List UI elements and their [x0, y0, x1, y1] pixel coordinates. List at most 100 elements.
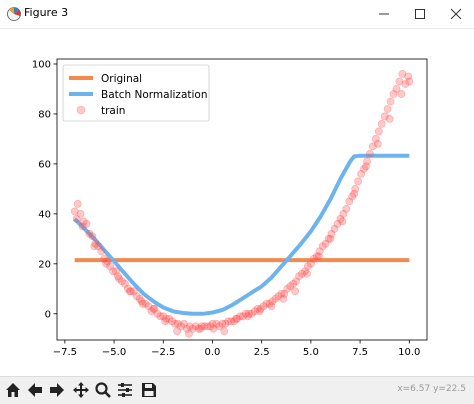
train-point	[383, 105, 392, 113]
train-point	[277, 289, 286, 298]
train-point	[215, 322, 224, 331]
train-point	[182, 324, 191, 333]
train-point	[72, 214, 81, 223]
configure-subplots-button[interactable]	[114, 379, 136, 401]
train-point	[389, 90, 398, 98]
y-tick-label: 20	[38, 259, 51, 270]
y-tick-label: 80	[38, 110, 51, 121]
train-point	[303, 262, 312, 271]
train-point	[318, 242, 327, 251]
legend-label-batch-normalization: Batch Normalization	[101, 89, 208, 101]
train-point	[342, 204, 351, 213]
minimize-icon	[379, 13, 389, 15]
train-point	[397, 90, 406, 98]
train-point	[348, 192, 357, 201]
pan-button[interactable]	[70, 379, 92, 401]
train-point	[259, 302, 268, 311]
train-point	[150, 304, 159, 313]
train-point	[91, 239, 100, 248]
train-point	[314, 252, 323, 261]
legend-label-original: Original	[101, 73, 142, 85]
train-point	[255, 307, 264, 316]
train-point	[365, 149, 374, 158]
train-point	[184, 329, 193, 338]
train-point	[179, 319, 188, 328]
train-point	[292, 277, 300, 286]
train-point	[221, 319, 230, 328]
train-point	[405, 77, 414, 86]
window-title: Figure 3	[24, 6, 69, 19]
train-point	[209, 324, 218, 333]
train-point	[395, 77, 404, 86]
close-icon	[450, 8, 462, 20]
train-point	[333, 219, 342, 228]
train-point	[156, 312, 165, 321]
home-button[interactable]	[2, 379, 24, 401]
close-button[interactable]	[438, 0, 474, 28]
pan-icon	[73, 382, 89, 398]
train-point	[85, 229, 94, 238]
maximize-icon	[415, 9, 425, 19]
x-tick-label: −5.0	[102, 347, 126, 358]
train-point	[274, 292, 283, 301]
axes-frame	[56, 58, 428, 341]
x-tick-label: 0.0	[205, 347, 221, 358]
back-icon	[28, 383, 42, 397]
train-point	[165, 314, 174, 323]
back-button[interactable]	[24, 379, 46, 401]
train-point	[141, 299, 150, 308]
train-point	[112, 267, 120, 276]
configure-subplots-icon	[118, 383, 132, 397]
figure-canvas[interactable]: −7.5 −5.0 −2.5 0.0 2.5 5.0 7.5 10.0 0 20 40 60 80 100…	[0, 29, 474, 375]
train-point	[135, 294, 144, 303]
train-point	[218, 319, 227, 328]
x-tick-label: 5.0	[303, 347, 319, 358]
maximize-button[interactable]	[402, 0, 438, 28]
train-point	[271, 294, 280, 303]
train-point	[121, 279, 129, 288]
train-point	[124, 284, 132, 293]
train-point	[185, 322, 194, 331]
train-point	[173, 327, 181, 336]
train-point	[326, 234, 335, 243]
train-point	[371, 134, 380, 143]
train-point	[126, 287, 135, 296]
train-point	[256, 304, 265, 313]
navigation-toolbar: x=6.57 y=22.5	[0, 376, 474, 404]
train-point	[197, 322, 206, 331]
train-point	[153, 309, 162, 318]
train-point	[243, 312, 252, 321]
train-point	[360, 164, 368, 173]
train-point	[162, 314, 171, 323]
train-point	[357, 169, 365, 178]
train-point	[174, 319, 182, 328]
train-point	[377, 120, 386, 128]
train-point	[102, 259, 111, 268]
train-point	[230, 317, 238, 326]
train-point	[283, 284, 292, 293]
forward-button[interactable]	[46, 379, 68, 401]
train-point	[188, 324, 197, 333]
x-tick-label: 10.0	[398, 347, 420, 358]
train-point	[76, 209, 85, 218]
cursor-coordinates: x=6.57 y=22.5	[397, 384, 466, 394]
train-point	[306, 259, 315, 268]
train-point	[268, 297, 277, 306]
save-button[interactable]	[138, 379, 160, 401]
train-point	[265, 299, 274, 308]
zoom-button[interactable]	[92, 379, 114, 401]
x-tick-label: −2.5	[151, 347, 175, 358]
train-point	[224, 317, 233, 326]
home-icon	[6, 383, 20, 397]
minimize-button[interactable]	[366, 0, 402, 28]
train-point	[392, 85, 401, 93]
train-point	[404, 72, 413, 81]
train-point	[171, 319, 179, 328]
train-point	[362, 162, 370, 171]
y-tick-label: 100	[32, 60, 51, 71]
legend-label-train: train	[101, 105, 125, 117]
train-point	[363, 157, 371, 166]
train-point	[212, 319, 221, 328]
train-point	[191, 322, 200, 331]
save-icon	[142, 383, 156, 397]
